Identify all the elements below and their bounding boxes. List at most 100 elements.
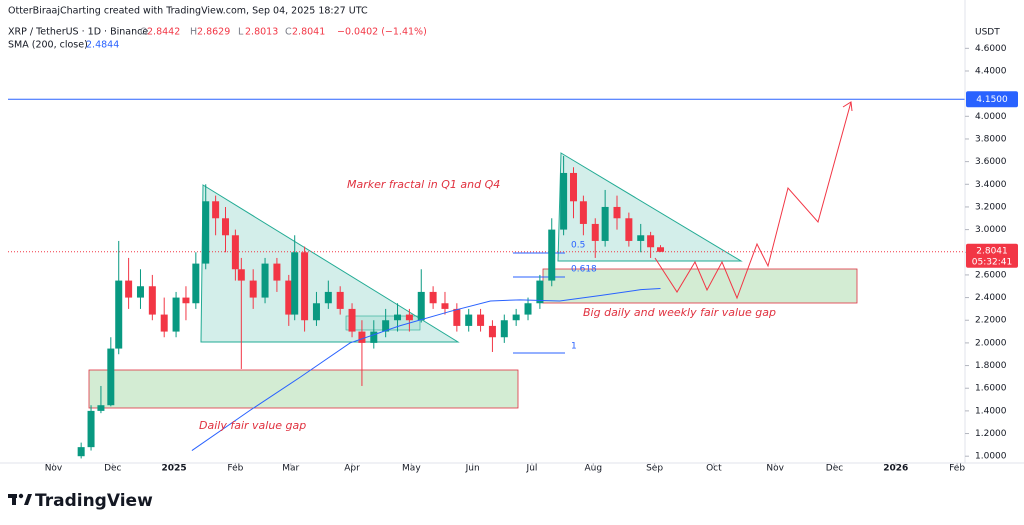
x-tick-label: Oct: [706, 464, 722, 474]
candle-body: [548, 229, 556, 281]
candle-body: [370, 331, 378, 343]
fib-label: 0.5: [571, 241, 585, 251]
y-tick-label: 3.8000: [975, 134, 1007, 144]
y-tick-label: 3.0000: [975, 225, 1007, 235]
candle-body: [237, 269, 245, 281]
symbol: XRP / TetherUS · 1D · Binance: [8, 27, 148, 38]
y-tick-label: 1.0000: [975, 452, 1007, 462]
candle-body: [107, 348, 115, 406]
x-tick-label: Aug: [584, 464, 602, 474]
last-price-tag: [966, 243, 1018, 268]
candle-body: [453, 308, 461, 326]
candle-body: [570, 172, 577, 202]
candle-body: [477, 314, 485, 326]
candle-body: [512, 314, 520, 321]
candle-body: [417, 291, 425, 321]
change: −0.0402 (−1.41%): [337, 27, 427, 38]
y-tick-label: 1.6000: [975, 384, 1007, 394]
candle-body: [500, 320, 508, 338]
x-tick-label: May: [402, 464, 421, 474]
candle-body: [465, 314, 473, 326]
x-tick-label: 2025: [162, 464, 187, 474]
y-tick-label: 4.0000: [975, 112, 1007, 122]
y-tick-label: 2.6000: [975, 270, 1007, 280]
ohlc-label: C: [285, 27, 292, 38]
candle-body: [488, 325, 496, 338]
candle-body: [182, 297, 190, 304]
candle-body: [524, 303, 532, 315]
candle-body: [125, 280, 133, 298]
candle-body: [591, 223, 599, 241]
annotation: Marker fractal in Q1 and Q4: [347, 178, 500, 191]
candle-body: [77, 447, 85, 457]
candle-body: [160, 314, 168, 332]
candle-body: [657, 247, 664, 252]
indicator-value: 2.4844: [86, 40, 119, 51]
fvg-zone: [88, 369, 519, 409]
y-tick-label: 2.0000: [975, 338, 1007, 348]
candle-body: [115, 280, 123, 349]
y-tick-label: 1.4000: [975, 406, 1007, 416]
logo-shape: [24, 494, 32, 505]
x-tick-label: Jun: [465, 464, 480, 474]
candle-body: [312, 303, 320, 321]
candle-body: [394, 314, 402, 321]
ohlc-label: O: [140, 27, 147, 38]
candle-body: [301, 252, 309, 321]
last-price-label: 2.8041: [976, 246, 1008, 256]
x-tick-label: Feb: [949, 464, 965, 474]
candle-body: [148, 286, 156, 315]
countdown: 05:32:41: [972, 257, 1012, 267]
x-tick-label: Dec: [826, 464, 843, 474]
annotation: Big daily and weekly fair value gap: [583, 306, 776, 319]
candle-body: [212, 201, 220, 219]
candle-body: [324, 291, 332, 304]
arrow-head: [842, 101, 853, 112]
y-tick-label: 2.2000: [975, 316, 1007, 326]
candle-body: [560, 172, 568, 230]
ohlc-label: H: [190, 27, 197, 38]
candle-body: [87, 410, 95, 448]
candle-body: [202, 201, 210, 264]
y-tick-label: 3.4000: [975, 180, 1007, 190]
price-line-tag: [966, 91, 1018, 108]
x-tick-label: Dec: [104, 464, 121, 474]
x-tick-label: Jul: [526, 464, 538, 474]
logo-shape: [18, 493, 24, 499]
candle-body: [613, 206, 621, 219]
fib-label: 1: [571, 342, 577, 352]
attribution: OtterBiraajCharting created with Trading…: [8, 6, 368, 17]
ohlc-value: 2.8629: [197, 27, 230, 38]
y-tick-label: 1.8000: [975, 361, 1007, 371]
y-tick-label: 4.4000: [975, 66, 1007, 76]
y-tick-label: 3.6000: [975, 157, 1007, 167]
candle-body: [536, 280, 544, 304]
y-tick-label: 2.4000: [975, 293, 1007, 303]
candle-body: [405, 314, 413, 321]
annotation: Daily fair value gap: [199, 419, 306, 432]
x-tick-label: Apr: [344, 464, 360, 474]
x-tick-label: Sep: [646, 464, 663, 474]
x-tick-label: Feb: [227, 464, 243, 474]
series: [8, 98, 965, 459]
candle-body: [261, 263, 269, 298]
sma-line: [191, 288, 661, 451]
logo: TradingView: [8, 491, 153, 511]
candle-body: [136, 286, 144, 298]
candle-body: [625, 218, 633, 241]
candle-body: [382, 320, 390, 332]
candle-body: [231, 235, 239, 270]
projection-path: [654, 101, 852, 300]
candle-body: [249, 280, 257, 298]
axes: 1.0000 1.2000 1.4000 1.6000 1.8000 2.0000 2.20…: [45, 44, 1018, 474]
fib-label: 0.618: [571, 265, 597, 275]
candle-body: [285, 280, 293, 315]
candle-body: [637, 235, 645, 241]
y-tick-label: 3.2000: [975, 202, 1007, 212]
brand: TradingView: [35, 491, 153, 511]
ohlc-label: L: [238, 27, 244, 38]
ohlc-value: 2.8013: [245, 27, 278, 38]
currency: USDT: [975, 28, 1000, 38]
candle-body: [601, 206, 609, 241]
